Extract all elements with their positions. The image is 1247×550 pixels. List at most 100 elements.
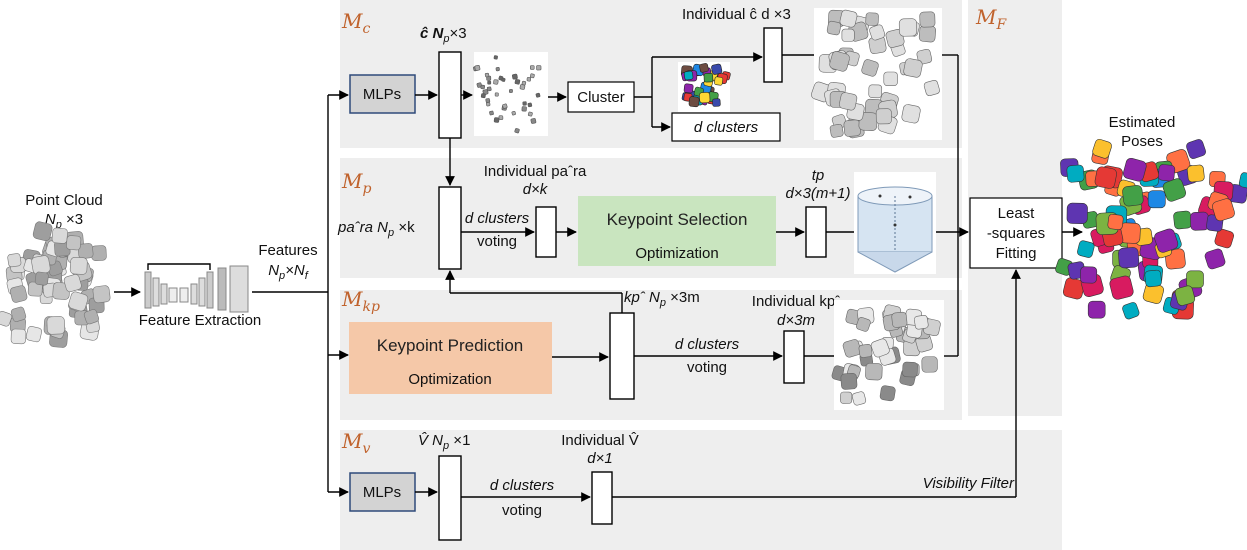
cube-shape	[841, 28, 855, 42]
mp-vote-label-2: voting	[477, 233, 517, 250]
cube-shape	[699, 63, 709, 73]
cluster-colored-cubes	[680, 63, 731, 108]
keypoint-selection-box	[578, 196, 776, 266]
cube-shape	[495, 67, 500, 72]
mp-individual-bar	[535, 206, 557, 258]
cube-shape	[902, 361, 918, 378]
keypoint-cylinder-image	[854, 172, 936, 274]
mv-vote-label-2: voting	[502, 502, 542, 519]
cube-shape	[868, 84, 883, 99]
tp-bar	[805, 206, 827, 258]
cube-shape	[474, 65, 481, 71]
point-cloud-title: Point Cloud	[25, 192, 103, 209]
mv-vote-label-1: d clusters	[490, 477, 555, 494]
mc-result-cubes	[811, 9, 940, 139]
cube-shape	[530, 118, 537, 124]
cube-shape	[480, 93, 486, 99]
cube-shape	[9, 285, 28, 303]
cube-shape	[903, 58, 923, 78]
cube-shape	[683, 70, 694, 81]
cube-shape	[839, 92, 858, 111]
mc-label: Mc	[341, 9, 370, 37]
cube-shape	[46, 316, 66, 335]
cube-shape	[493, 79, 499, 85]
cube-shape	[521, 106, 527, 112]
cube-shape	[489, 110, 494, 116]
cube-shape	[498, 115, 504, 120]
cube-shape	[851, 391, 867, 406]
cluster-box	[567, 81, 635, 113]
cube-shape	[1190, 211, 1209, 231]
cube-shape	[529, 65, 535, 70]
mkp-individual-label-1: Individual kpˆ	[752, 293, 840, 310]
cube-shape	[66, 235, 82, 251]
cube-shape	[1147, 190, 1166, 209]
cube-shape	[714, 76, 724, 86]
least-squares-label-3: Fitting	[996, 245, 1037, 262]
cube-shape	[1077, 240, 1095, 258]
cube-shape	[688, 96, 700, 108]
cluster-label: Cluster	[577, 89, 625, 106]
cube-shape	[703, 72, 714, 83]
cube-shape	[1118, 247, 1140, 269]
cube-shape	[898, 18, 918, 37]
features-dims: Np×Nf	[268, 262, 309, 282]
tp-label-1: tp	[812, 167, 825, 184]
cube-shape	[514, 128, 520, 134]
d-clusters-box	[671, 112, 781, 142]
cube-shape	[923, 79, 940, 97]
cube-shape	[1087, 300, 1106, 319]
cube-shape	[527, 102, 533, 108]
cube-shape	[901, 104, 921, 124]
cube-shape	[840, 372, 858, 390]
cube-shape	[861, 59, 879, 77]
cube-shape	[501, 77, 506, 82]
cube-shape	[77, 243, 94, 259]
features-title: Features	[258, 242, 317, 259]
cube-shape	[502, 103, 508, 109]
mp-vote-label-1: d clusters	[465, 210, 530, 227]
cube-shape	[711, 63, 723, 75]
keypoint-prediction-box	[349, 322, 552, 394]
cube-shape	[485, 98, 491, 103]
cube-shape	[1066, 202, 1088, 224]
cube-shape	[1174, 285, 1196, 306]
mkp-kp-bar	[609, 312, 635, 400]
cube-shape	[699, 92, 711, 104]
cube-shape	[511, 110, 516, 116]
cube-shape	[843, 119, 861, 137]
cube-shape	[918, 25, 937, 43]
cube-shape	[1162, 178, 1187, 202]
mc-center-bar	[438, 51, 462, 139]
cube-shape	[879, 385, 896, 402]
cube-shape	[83, 309, 99, 325]
cube-shape	[536, 65, 542, 71]
cube-shape	[1123, 157, 1147, 182]
cube-shape	[875, 108, 892, 125]
tp-label-2: d×3(m+1)	[785, 185, 850, 202]
cube-shape	[68, 291, 89, 312]
cube-shape	[683, 83, 694, 94]
mc-individual-label: Individual ĉ d ×3	[682, 6, 791, 23]
cube-shape	[916, 48, 933, 65]
cube-shape	[1122, 302, 1140, 320]
cube-shape	[913, 314, 929, 330]
cube-shape	[7, 253, 22, 268]
least-squares-box	[969, 197, 1063, 269]
cube-shape	[493, 117, 500, 123]
mv-individual-label-2: d×1	[587, 450, 612, 467]
cube-shape	[521, 80, 527, 86]
cube-shape	[1157, 164, 1176, 182]
cube-shape	[869, 24, 886, 41]
mkp-result-cubes	[831, 304, 941, 406]
cube-shape	[514, 79, 521, 85]
least-squares-label-1: Least	[998, 205, 1036, 222]
cube-shape	[10, 328, 27, 345]
cube-shape	[34, 271, 49, 286]
mv-v-label: V̂ Np ×1	[418, 432, 470, 452]
cube-shape	[1080, 266, 1098, 284]
cube-shape	[1214, 228, 1234, 249]
mv-mlp-box	[349, 472, 416, 512]
cube-shape	[482, 89, 489, 96]
cube-shape	[1212, 198, 1235, 222]
